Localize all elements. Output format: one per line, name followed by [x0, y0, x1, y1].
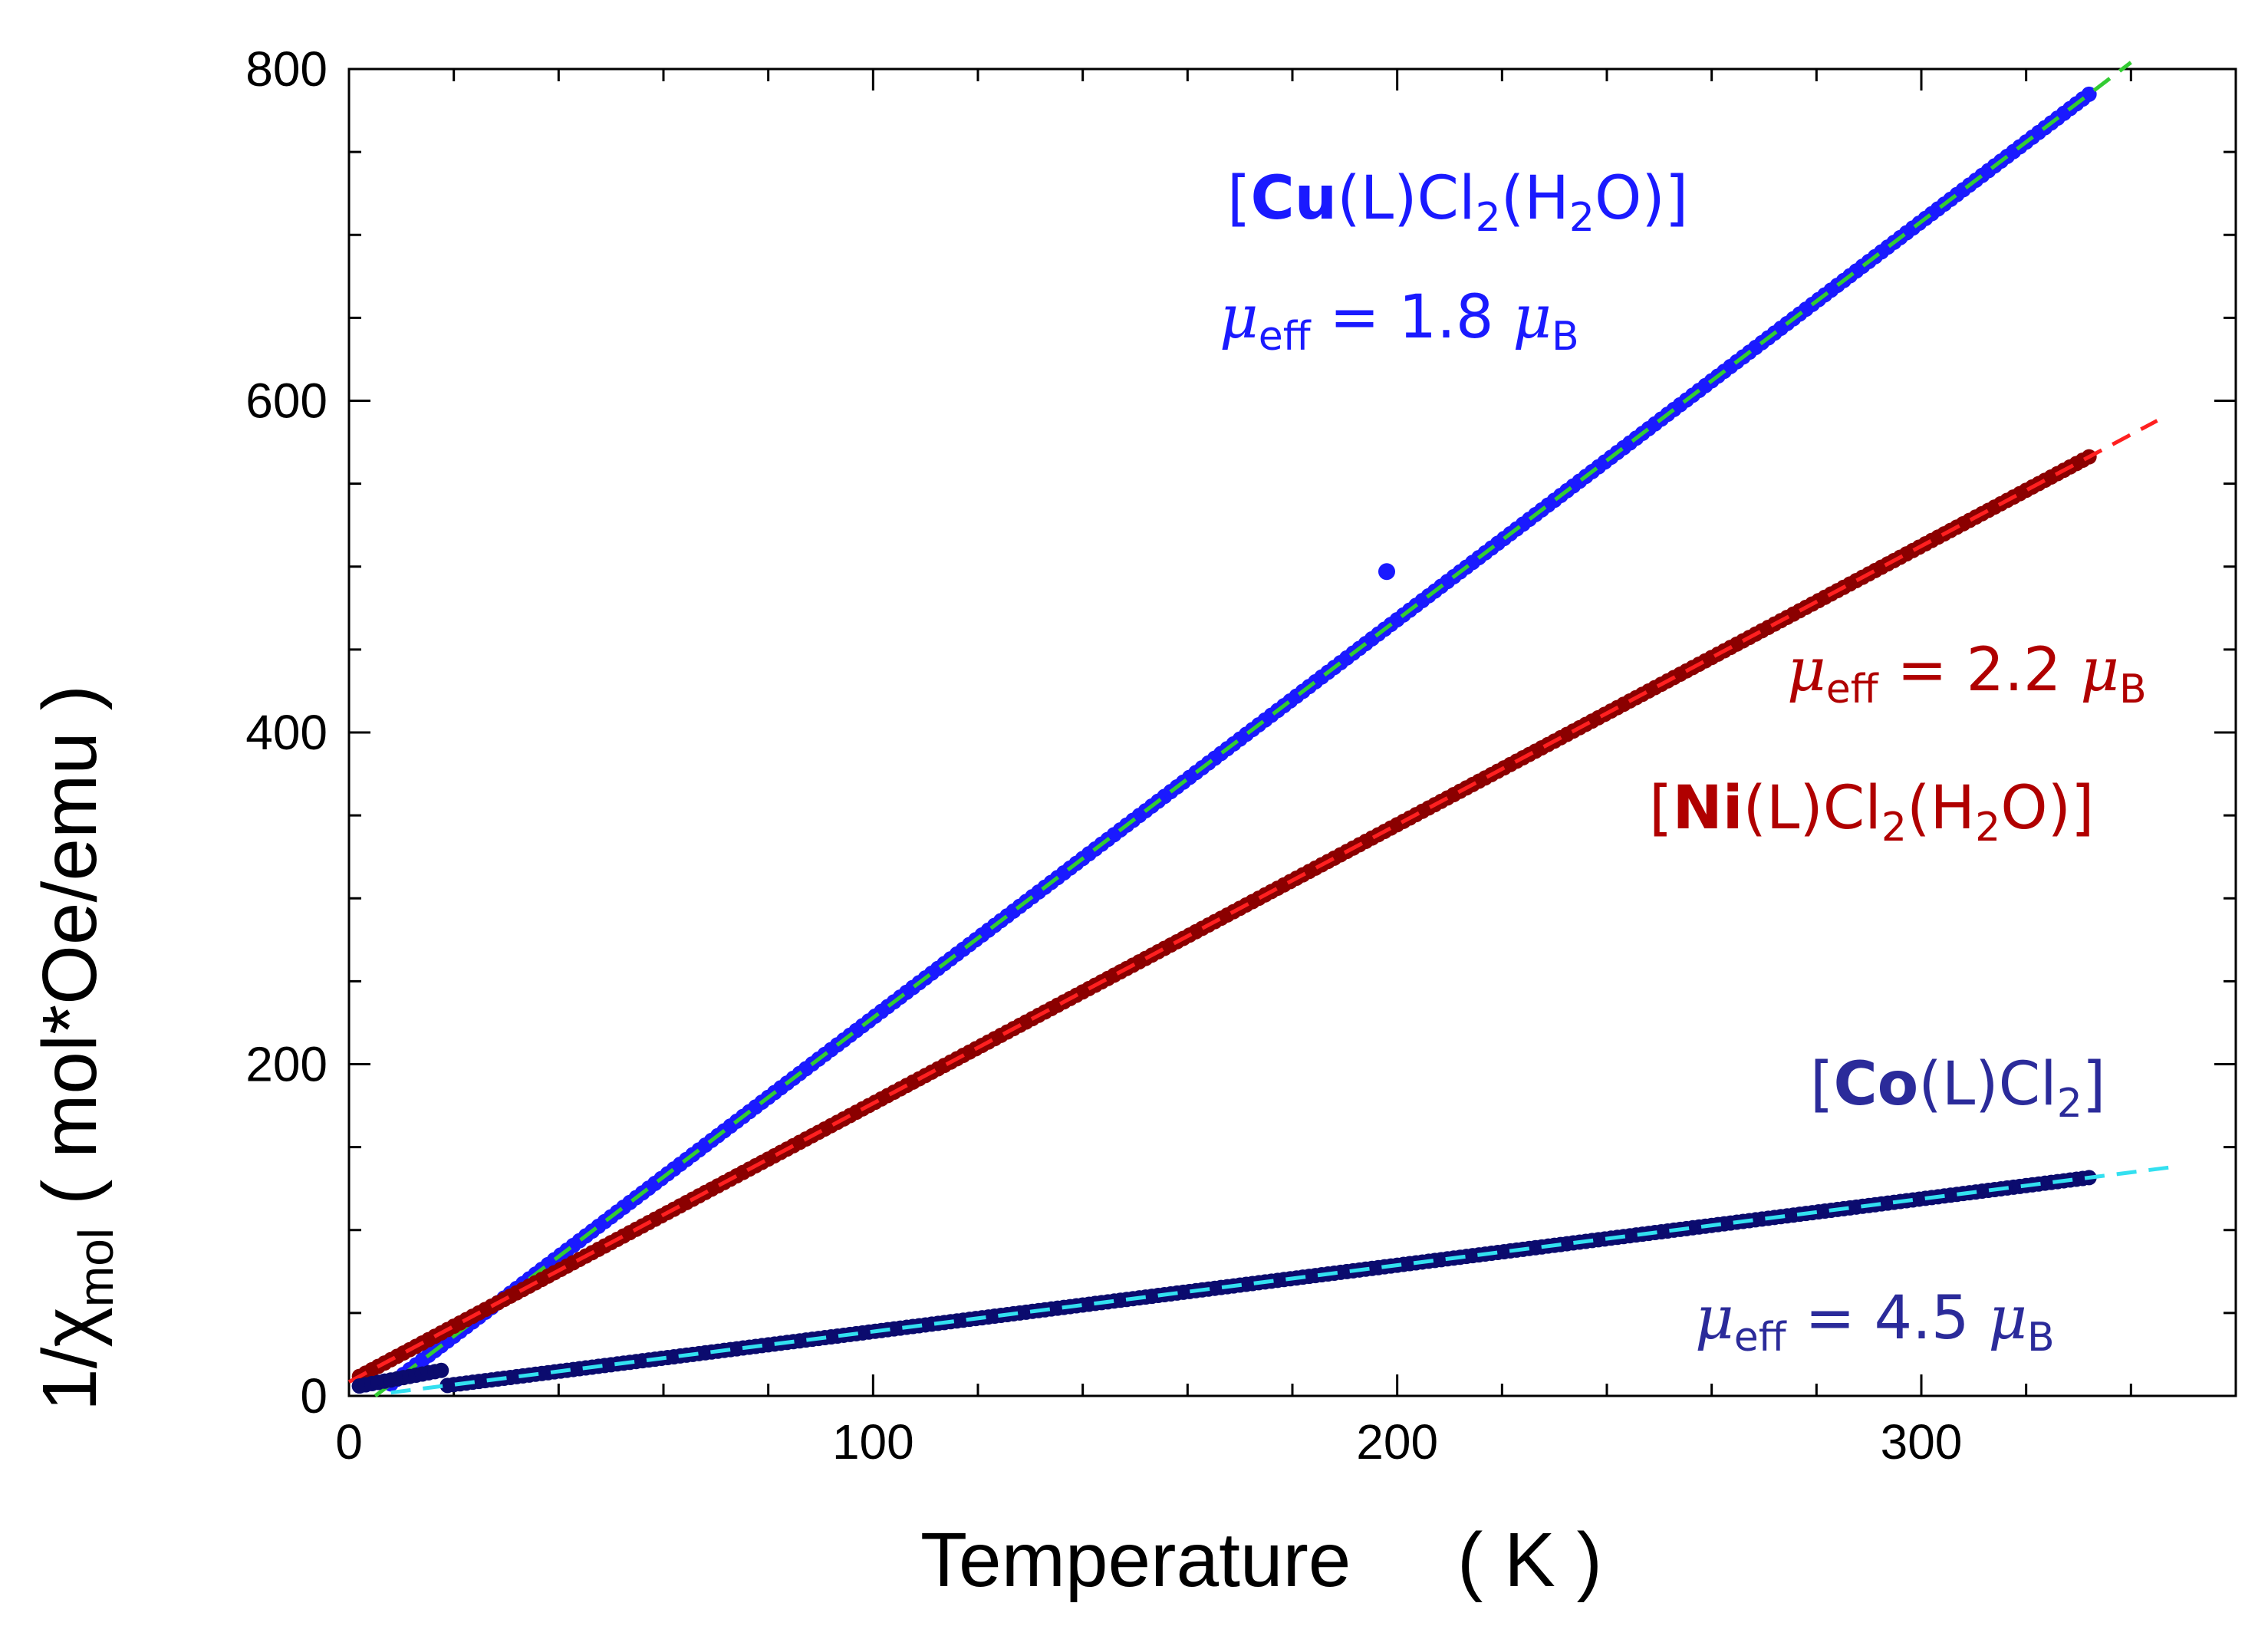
- y-tick-label: 0: [300, 1368, 328, 1424]
- x-tick-label: 300: [1881, 1414, 1963, 1470]
- co-data-point: [433, 1362, 449, 1378]
- axis-ticks: [347, 67, 2237, 1397]
- y-axis-title-unit: ( mol*Oe/emu ): [27, 685, 113, 1205]
- co-fit-line: [390, 1165, 2174, 1395]
- x-tick-label: 0: [335, 1414, 363, 1470]
- y-tick-label: 400: [245, 705, 328, 760]
- cu-series: [351, 61, 2132, 1397]
- x-axis-unit: ( K ): [1457, 1517, 1602, 1603]
- ni-compound-label: [Ni(L)Cl2(H2O)]: [1649, 774, 2094, 851]
- co-mu-eff-label: μeff = 4.5 μB: [1695, 1284, 2055, 1361]
- y-tick-label: 800: [245, 41, 328, 97]
- cu-mu-eff-label: μeff = 1.8 μB: [1220, 283, 1579, 360]
- x-tick-label: 200: [1356, 1414, 1438, 1470]
- cu-compound-label: [Cu(L)Cl2(H2O)]: [1227, 164, 1688, 241]
- svg-text:1/χmol( mol*Oe/emu ): 1/χmol ( mol*Oe/emu ): [27, 685, 123, 1411]
- y-axis-title-prefix: 1/χ: [27, 1307, 113, 1411]
- x-axis-title: Temperature: [920, 1517, 1351, 1603]
- y-tick-label: 600: [245, 374, 328, 429]
- x-tick-label: 100: [832, 1414, 914, 1470]
- ni-series: [347, 419, 2158, 1384]
- y-axis-title-sub: mol: [68, 1228, 123, 1307]
- series-layer: [347, 61, 2174, 1397]
- ni-mu-eff-label: μeff = 2.2 μB: [1787, 636, 2147, 713]
- cu-data-point: [2081, 86, 2097, 102]
- cu-data-point: [1378, 563, 1395, 581]
- y-axis-title: 1/χmol ( mol*Oe/emu ): [27, 685, 123, 1411]
- ni-fit-line: [347, 419, 2158, 1384]
- tick-labels: 0 100 200 300 0 200 400 600 800: [245, 41, 1962, 1470]
- co-compound-label: [Co(L)Cl2]: [1810, 1050, 2105, 1127]
- y-tick-label: 200: [245, 1037, 328, 1092]
- cu-fit-line: [374, 61, 2132, 1397]
- co-series: [351, 1165, 2174, 1395]
